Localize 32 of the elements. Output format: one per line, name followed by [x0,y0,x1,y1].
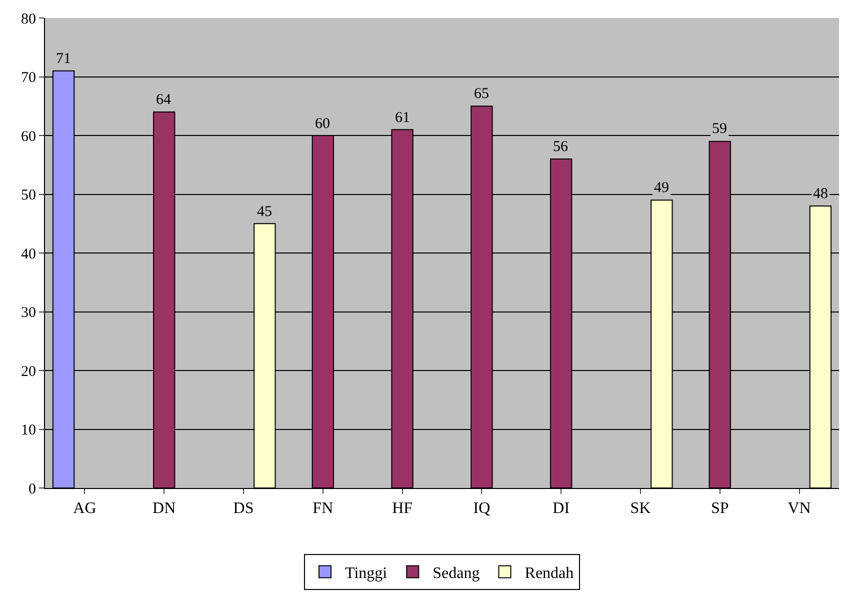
x-tick-label: AG [73,500,97,518]
x-tick-label: VN [788,500,812,518]
y-tick-label: 20 [21,364,36,380]
x-tick-label: DN [152,500,176,518]
legend-label: Tinggi [345,564,388,582]
y-tick-label: 60 [21,128,36,145]
x-tick-label: FN [312,500,334,518]
x-tick-label: HF [392,500,413,518]
data-label: 49 [654,180,669,196]
x-tick-label: IQ [473,500,491,518]
y-tick-label: 0 [28,481,36,498]
x-tick-label: DS [233,500,254,518]
y-tick-label: 30 [21,305,36,321]
data-label: 64 [156,92,172,108]
y-tick-label: 10 [21,422,36,438]
data-label: 56 [553,139,568,155]
y-tick-label: 80 [21,11,36,28]
data-label: 48 [813,186,828,202]
x-tick-label: SK [630,500,652,518]
data-label: 59 [712,121,727,137]
data-label: 45 [257,204,272,220]
y-tick-label: 50 [21,188,36,204]
data-label: 60 [315,116,330,132]
y-tick-label: 70 [21,70,36,86]
legend-label: Rendah [524,564,574,582]
data-label: 61 [395,110,410,126]
legend-label: Sedang [432,564,480,582]
data-label: 71 [56,51,71,67]
y-tick-label: 40 [21,246,36,262]
data-label: 65 [474,86,489,102]
x-tick-label: DI [552,500,570,518]
x-tick-label: SP [711,500,729,518]
